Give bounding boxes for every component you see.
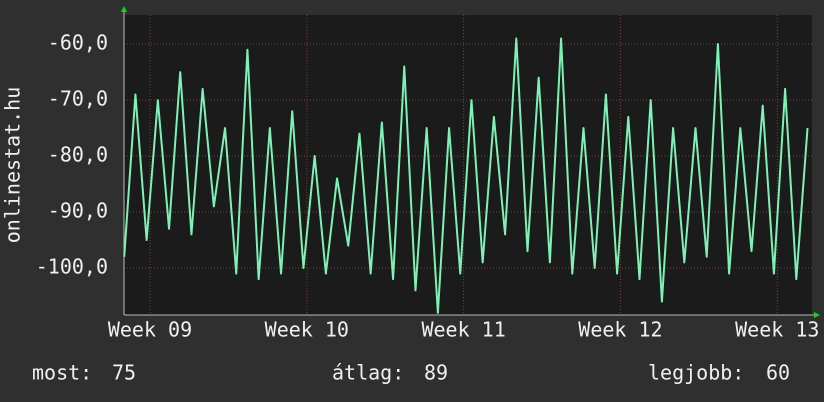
- y-axis-label: onlinestat.hu: [1, 87, 25, 244]
- x-tick-label: Week 10: [265, 318, 349, 342]
- data-line: [123, 37, 809, 314]
- axis-arrow: [121, 6, 127, 12]
- footer-value: 75: [112, 361, 136, 385]
- x-tick-label: Week 09: [108, 318, 192, 342]
- x-tick-label: Week 13: [735, 318, 819, 342]
- y-tick-label: -70,0: [48, 87, 108, 111]
- footer-label: legjobb:: [648, 361, 744, 385]
- x-tick-label: Week 11: [421, 318, 505, 342]
- footer-value: 89: [424, 361, 448, 385]
- footer-value: 60: [766, 361, 790, 385]
- footer-label: most:: [32, 361, 92, 385]
- y-tick-label: -100,0: [36, 254, 108, 278]
- x-tick-label: Week 12: [578, 318, 662, 342]
- axis-arrow: [814, 312, 820, 318]
- y-tick-label: -90,0: [48, 199, 108, 223]
- y-tick-label: -60,0: [48, 31, 108, 55]
- footer-label: átlag:: [332, 361, 404, 385]
- y-tick-label: -80,0: [48, 143, 108, 167]
